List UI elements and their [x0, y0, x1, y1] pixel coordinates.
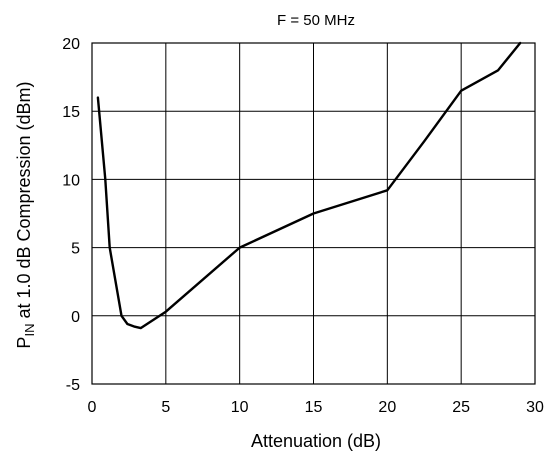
- y-axis-title: PIN at 1.0 dB Compression (dBm): [14, 81, 37, 348]
- x-axis-title: Attenuation (dB): [251, 431, 381, 451]
- x-tick-label: 10: [231, 399, 249, 416]
- x-tick-label: 0: [88, 399, 97, 416]
- chart-title: F = 50 MHz: [277, 12, 355, 29]
- series-line: [96, 41, 522, 330]
- y-tick-label: 10: [62, 172, 80, 189]
- y-tick-label: -5: [66, 377, 80, 394]
- x-tick-label: 25: [452, 399, 470, 416]
- y-axis-title-rest: at 1.0 dB Compression (dBm): [14, 81, 34, 323]
- y-axis-title-subscript: IN: [22, 324, 37, 337]
- x-tick-label: 5: [161, 399, 170, 416]
- y-axis-title-p: P: [14, 337, 34, 349]
- y-tick-label: 0: [71, 309, 80, 326]
- x-tick-label: 30: [526, 399, 544, 416]
- plot-frame: [91, 42, 536, 385]
- x-tick-label: 15: [305, 399, 323, 416]
- x-tick-labels: 0 5 10 15 20 25 30: [88, 399, 544, 416]
- series-layer: [96, 41, 522, 330]
- y-tick-label: 20: [62, 36, 80, 53]
- y-tick-label: 15: [62, 104, 80, 121]
- y-tick-label: 5: [71, 241, 80, 258]
- y-tick-labels: -5 0 5 10 15 20: [62, 36, 80, 394]
- x-tick-label: 20: [378, 399, 396, 416]
